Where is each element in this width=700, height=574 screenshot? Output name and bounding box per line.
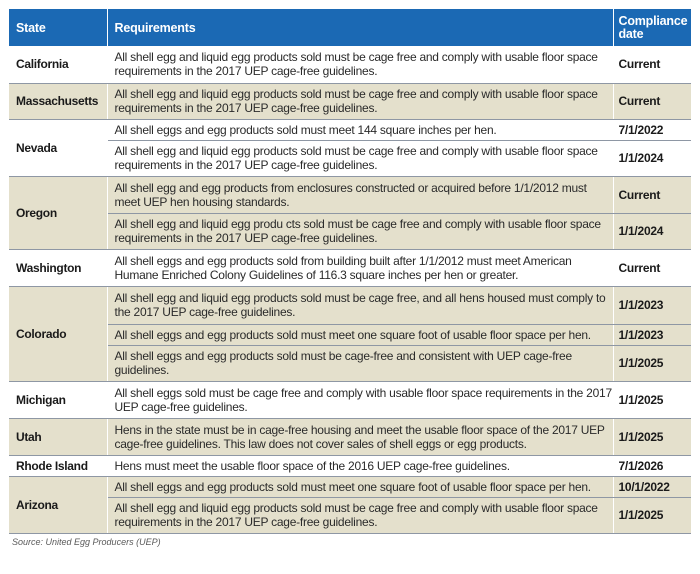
state-cell: Oregon bbox=[9, 176, 108, 250]
requirement-cell: All shell egg and liquid egg products so… bbox=[107, 497, 614, 534]
requirement-cell: All shell egg and egg products from encl… bbox=[107, 176, 614, 214]
table-row: Colorado All shell egg and liquid egg pr… bbox=[9, 286, 691, 382]
state-cell: California bbox=[9, 46, 108, 84]
date-cell: 1/1/2025 bbox=[613, 381, 691, 419]
date-cell: 10/1/2022 bbox=[613, 476, 691, 498]
requirement-cell: Hens in the state must be in cage-free h… bbox=[107, 418, 614, 456]
date-cell: 1/1/2024 bbox=[613, 140, 691, 177]
state-cell: Utah bbox=[9, 418, 108, 456]
table-row: Utah Hens in the state must be in cage-f… bbox=[9, 418, 691, 456]
table-row: Nevada All shell eggs and egg products s… bbox=[9, 119, 691, 177]
requirement-cell: All shell egg and liquid egg products so… bbox=[107, 286, 614, 325]
table-row: Massachusetts All shell egg and liquid e… bbox=[9, 83, 691, 120]
requirement-cell: Hens must meet the usable floor space of… bbox=[107, 455, 614, 477]
table-header-row: State Requirements Compliance date bbox=[9, 9, 691, 46]
state-cell: Arizona bbox=[9, 476, 108, 534]
date-cell: Current bbox=[613, 46, 691, 84]
table-row: All shell eggs and egg products sold mus… bbox=[9, 324, 691, 346]
date-cell: 1/1/2025 bbox=[613, 497, 691, 534]
requirement-cell: All shell egg and liquid egg products so… bbox=[107, 140, 614, 177]
date-cell: Current bbox=[613, 83, 691, 120]
requirement-cell: All shell eggs and egg products sold mus… bbox=[107, 476, 614, 498]
egg-regulation-table: State Requirements Compliance date Calif… bbox=[9, 9, 691, 534]
header-date-line2: date bbox=[618, 26, 644, 41]
requirement-cell: All shell eggs and egg products sold mus… bbox=[107, 324, 614, 346]
source-note: Source: United Egg Producers (UEP) bbox=[12, 536, 161, 547]
table-row: Oregon All shell egg and egg products fr… bbox=[9, 176, 691, 250]
requirement-cell: All shell egg and liquid egg produ cts s… bbox=[107, 213, 614, 250]
state-cell: Rhode Island bbox=[9, 455, 108, 477]
table-row: All shell egg and liquid egg produ cts s… bbox=[9, 213, 691, 250]
egg-regulation-table-container: State Requirements Compliance date Calif… bbox=[9, 9, 691, 547]
requirement-cell: All shell egg and liquid egg products so… bbox=[107, 46, 614, 84]
table-row: Washington All shell eggs and egg produc… bbox=[9, 249, 691, 287]
table-row: Michigan All shell eggs sold must be cag… bbox=[9, 381, 691, 419]
table-row: All shell egg and liquid egg products so… bbox=[9, 497, 691, 534]
requirement-cell: All shell egg and liquid egg products so… bbox=[107, 83, 614, 120]
table-row: Rhode Island Hens must meet the usable f… bbox=[9, 455, 691, 477]
requirement-cell: All shell eggs and egg products sold fro… bbox=[107, 249, 614, 287]
date-cell: 7/1/2022 bbox=[613, 119, 691, 141]
state-cell: Colorado bbox=[9, 286, 108, 382]
date-cell: 1/1/2023 bbox=[613, 286, 691, 325]
state-cell: Washington bbox=[9, 249, 108, 287]
requirement-cell: All shell eggs and egg products sold mus… bbox=[107, 119, 614, 141]
date-cell: 7/1/2026 bbox=[613, 455, 691, 477]
table-row: All shell egg and liquid egg products so… bbox=[9, 140, 691, 177]
date-cell: 1/1/2025 bbox=[613, 418, 691, 456]
header-requirements: Requirements bbox=[107, 9, 614, 46]
state-cell: Nevada bbox=[9, 119, 108, 177]
date-cell: Current bbox=[613, 249, 691, 287]
table-row: California All shell egg and liquid egg … bbox=[9, 46, 691, 84]
table-row: Arizona All shell eggs and egg products … bbox=[9, 476, 691, 534]
header-date-line1: Compliance bbox=[618, 13, 688, 28]
date-cell: Current bbox=[613, 176, 691, 214]
requirement-cell: All shell eggs and egg products sold mus… bbox=[107, 345, 614, 382]
state-cell: Massachusetts bbox=[9, 83, 108, 120]
date-cell: 1/1/2023 bbox=[613, 324, 691, 346]
table-row: All shell eggs and egg products sold mus… bbox=[9, 345, 691, 382]
header-state: State bbox=[9, 9, 108, 46]
state-cell: Michigan bbox=[9, 381, 108, 419]
requirement-cell: All shell eggs sold must be cage free an… bbox=[107, 381, 614, 419]
date-cell: 1/1/2024 bbox=[613, 213, 691, 250]
date-cell: 1/1/2025 bbox=[613, 345, 691, 382]
header-compliance-date: Compliance date bbox=[613, 9, 691, 46]
